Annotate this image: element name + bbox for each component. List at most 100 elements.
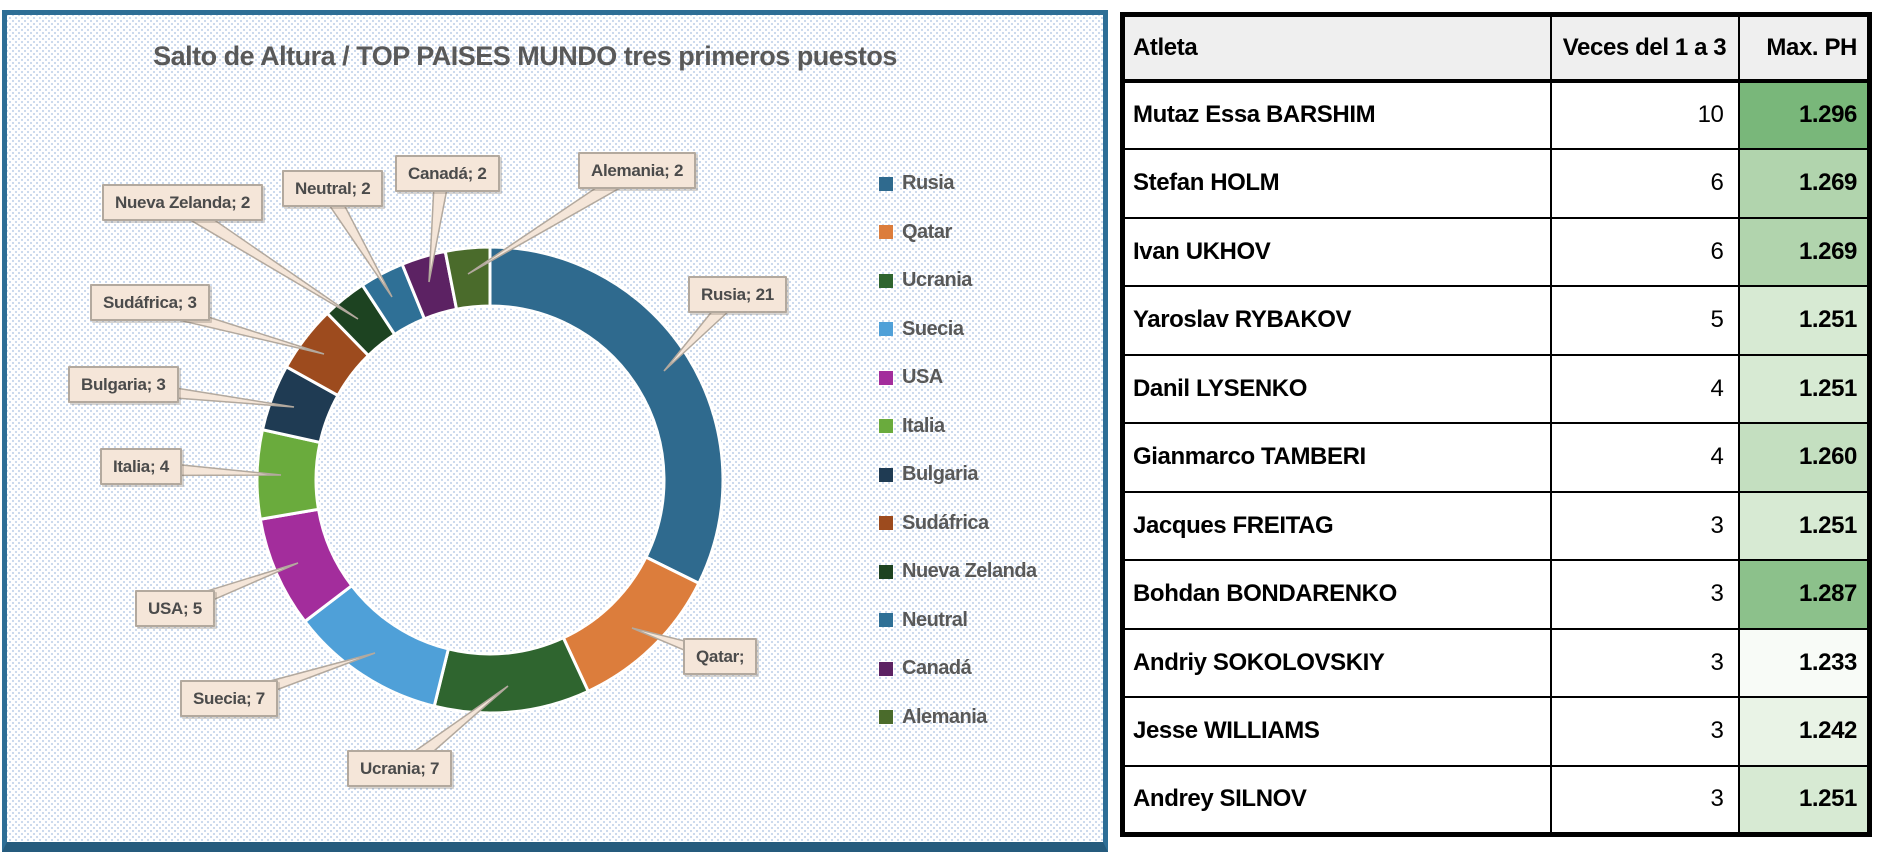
cell-atleta[interactable]: Jacques FREITAG: [1121, 490, 1552, 561]
donut-slice-alemania[interactable]: [443, 245, 492, 312]
callout-bulgaria[interactable]: Bulgaria; 3: [68, 366, 179, 403]
cell-atleta[interactable]: Mutaz Essa BARSHIM: [1121, 79, 1552, 150]
table-row: Gianmarco TAMBERI 4 1.260: [1121, 422, 1871, 493]
legend-label: Bulgaria: [902, 463, 979, 485]
legend-item-rusia[interactable]: Rusia: [879, 172, 1037, 194]
table-row: Andrey SILNOV 3 1.251: [1121, 764, 1871, 835]
donut-slice-ucrania[interactable]: [432, 635, 591, 715]
cell-atleta[interactable]: Danil LYSENKO: [1121, 353, 1552, 424]
cell-max-ph[interactable]: 1.251: [1737, 285, 1871, 356]
legend-swatch-icon: [879, 370, 893, 385]
callout-qatar[interactable]: Qatar;: [683, 638, 758, 675]
legend-swatch-icon: [879, 564, 893, 579]
cell-veces[interactable]: 6: [1549, 148, 1740, 219]
callout-nueva-zelanda[interactable]: Nueva Zelanda; 2: [102, 184, 264, 221]
cell-veces[interactable]: 5: [1549, 285, 1740, 356]
donut-slice-qatar[interactable]: [561, 555, 701, 694]
athletes-ranking-table: Atleta Veces del 1 a 3 Max. PH Mutaz Ess…: [1120, 12, 1872, 837]
legend-item-nueva-zelanda[interactable]: Nueva Zelanda: [879, 560, 1037, 582]
legend-item-qatar[interactable]: Qatar: [879, 220, 1037, 243]
legend-item-neutral[interactable]: Neutral: [879, 608, 1037, 631]
legend-label: Canadá: [902, 657, 972, 679]
callout-usa[interactable]: USA; 5: [135, 590, 215, 627]
cell-max-ph[interactable]: 1.260: [1737, 422, 1871, 493]
legend-label: Italia: [902, 414, 945, 437]
legend-swatch-icon: [879, 419, 893, 433]
cell-veces[interactable]: 3: [1549, 559, 1740, 630]
cell-veces[interactable]: 3: [1549, 696, 1740, 767]
table-row: Stefan HOLM 6 1.269: [1121, 148, 1871, 219]
cell-atleta[interactable]: Ivan UKHOV: [1121, 216, 1552, 287]
cell-atleta[interactable]: Stefan HOLM: [1121, 148, 1552, 219]
cell-max-ph[interactable]: 1.287: [1737, 559, 1871, 630]
legend-swatch-icon: [879, 467, 893, 482]
table-row: Danil LYSENKO 4 1.251: [1121, 353, 1871, 424]
legend-swatch-icon: [879, 516, 893, 530]
legend-swatch-icon: [879, 176, 893, 191]
donut-slice-rusia[interactable]: [488, 245, 725, 586]
cell-max-ph[interactable]: 1.269: [1737, 148, 1871, 219]
cell-veces[interactable]: 3: [1549, 627, 1740, 698]
cell-max-ph[interactable]: 1.296: [1737, 79, 1871, 150]
header-atleta[interactable]: Atleta: [1121, 13, 1552, 83]
chart-title: Salto de Altura / TOP PAISES MUNDO tres …: [153, 41, 897, 71]
table-row: Yaroslav RYBAKOV 5 1.251: [1121, 285, 1871, 356]
cell-atleta[interactable]: Jesse WILLIAMS: [1121, 696, 1552, 767]
legend-item-canada[interactable]: Canadá: [879, 657, 1037, 679]
table-row: Jacques FREITAG 3 1.251: [1121, 490, 1871, 561]
callout-italia[interactable]: Italia; 4: [100, 448, 182, 485]
high-jump-countries-chart: Salto de Altura / TOP PAISES MUNDO tres …: [2, 10, 1108, 852]
callout-alemania[interactable]: Alemania; 2: [578, 152, 697, 189]
callout-ucrania[interactable]: Ucrania; 7: [347, 750, 453, 787]
cell-veces[interactable]: 4: [1549, 353, 1740, 424]
chart-plot-area: Salto de Altura / TOP PAISES MUNDO tres …: [7, 15, 1103, 842]
cell-atleta[interactable]: Bohdan BONDARENKO: [1121, 559, 1552, 630]
cell-atleta[interactable]: Andriy SOKOLOVSKIY: [1121, 627, 1552, 698]
cell-max-ph[interactable]: 1.251: [1737, 490, 1871, 561]
header-max-ph[interactable]: Max. PH: [1737, 13, 1871, 83]
legend-item-italia[interactable]: Italia: [879, 414, 1037, 437]
legend-label: Nueva Zelanda: [902, 560, 1037, 582]
table-row: Jesse WILLIAMS 3 1.242: [1121, 696, 1871, 767]
legend-item-sudafrica[interactable]: Sudáfrica: [879, 511, 1037, 534]
legend-item-usa[interactable]: USA: [879, 366, 1037, 388]
legend-swatch-icon: [879, 661, 893, 676]
cell-veces[interactable]: 3: [1549, 490, 1740, 561]
cell-veces[interactable]: 3: [1549, 764, 1740, 835]
callout-suecia[interactable]: Suecia; 7: [180, 680, 278, 717]
callout-neutral[interactable]: Neutral; 2: [282, 170, 384, 207]
cell-atleta[interactable]: Andrey SILNOV: [1121, 764, 1552, 835]
table-header-row: Atleta Veces del 1 a 3 Max. PH: [1121, 13, 1871, 83]
cell-atleta[interactable]: Yaroslav RYBAKOV: [1121, 285, 1552, 356]
cell-max-ph[interactable]: 1.269: [1737, 216, 1871, 287]
legend-item-suecia[interactable]: Suecia: [879, 317, 1037, 340]
legend-label: Qatar: [902, 220, 952, 243]
callout-canada[interactable]: Canadá; 2: [395, 155, 500, 192]
table-row: Bohdan BONDARENKO 3 1.287: [1121, 559, 1871, 630]
cell-max-ph[interactable]: 1.251: [1737, 764, 1871, 835]
legend-swatch-icon: [879, 322, 893, 336]
cell-max-ph[interactable]: 1.251: [1737, 353, 1871, 424]
legend-label: Sudáfrica: [902, 511, 989, 534]
legend-swatch-icon: [879, 273, 893, 288]
legend-item-bulgaria[interactable]: Bulgaria: [879, 463, 1037, 485]
legend-item-ucrania[interactable]: Ucrania: [879, 269, 1037, 291]
legend-label: USA: [902, 366, 943, 388]
cell-veces[interactable]: 6: [1549, 216, 1740, 287]
legend-label: Neutral: [902, 608, 968, 631]
legend-label: Suecia: [902, 317, 964, 340]
cell-veces[interactable]: 4: [1549, 422, 1740, 493]
table-row: Ivan UKHOV 6 1.269: [1121, 216, 1871, 287]
cell-atleta[interactable]: Gianmarco TAMBERI: [1121, 422, 1552, 493]
callout-rusia[interactable]: Rusia; 21: [688, 276, 787, 313]
cell-max-ph[interactable]: 1.242: [1737, 696, 1871, 767]
header-veces[interactable]: Veces del 1 a 3: [1549, 13, 1740, 83]
cell-veces[interactable]: 10: [1549, 79, 1740, 150]
legend-swatch-icon: [879, 710, 893, 724]
legend-swatch-icon: [879, 613, 893, 627]
legend-label: Rusia: [902, 172, 954, 194]
callout-sudafrica[interactable]: Sudáfrica; 3: [90, 284, 210, 321]
legend-item-alemania[interactable]: Alemania: [879, 706, 1037, 728]
cell-max-ph[interactable]: 1.233: [1737, 627, 1871, 698]
